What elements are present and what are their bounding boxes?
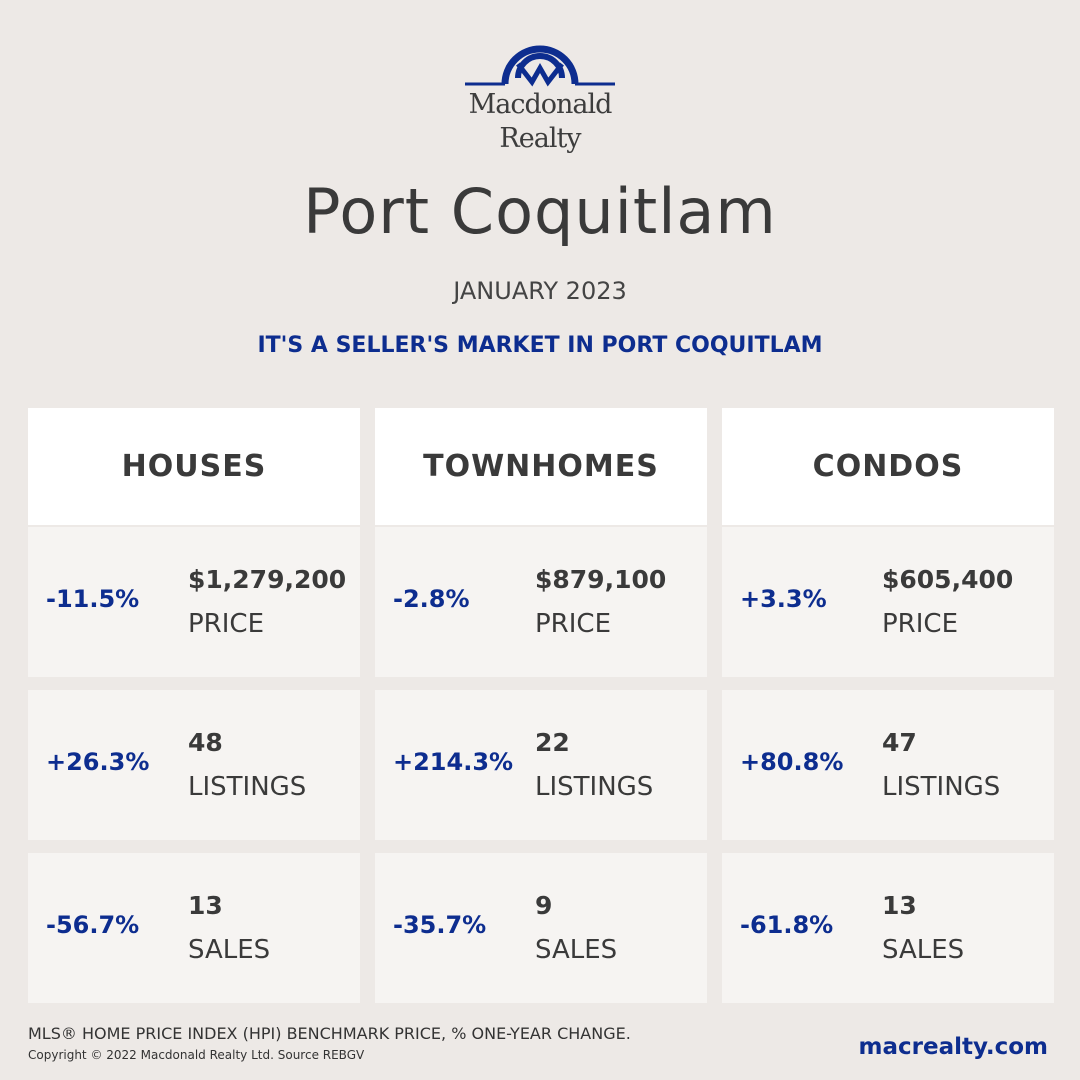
- stat-cell-price: -2.8% $879,100 PRICE: [375, 527, 707, 677]
- stat-value: 48: [188, 728, 223, 757]
- footer-copyright: Copyright © 2022 Macdonald Realty Ltd. S…: [28, 1048, 365, 1062]
- stat-cell-listings: +26.3% 48 LISTINGS: [28, 690, 360, 840]
- percent-change: -61.8%: [740, 911, 834, 939]
- stat-cell-sales: -56.7% 13 SALES: [28, 853, 360, 1003]
- stat-value: 13: [188, 891, 223, 920]
- report-month: JANUARY 2023: [453, 277, 627, 305]
- stat-label: SALES: [882, 935, 965, 965]
- macdonald-realty-logo: Macdonald Realty: [460, 38, 620, 156]
- stat-label: PRICE: [535, 609, 611, 639]
- stat-label: LISTINGS: [188, 772, 307, 802]
- stat-label: LISTINGS: [535, 772, 654, 802]
- percent-change: -11.5%: [46, 585, 140, 613]
- stat-cell-sales: -35.7% 9 SALES: [375, 853, 707, 1003]
- percent-change: +214.3%: [393, 748, 514, 776]
- stat-value: 9: [535, 891, 553, 920]
- category-header: TOWNHOMES: [375, 408, 707, 525]
- percent-change: +3.3%: [740, 585, 827, 613]
- category-column-houses: HOUSES -11.5% $1,279,200 PRICE +26.3% 48…: [28, 408, 360, 1003]
- market-tagline: IT'S A SELLER'S MARKET IN PORT COQUITLAM: [257, 333, 823, 358]
- stat-label: SALES: [188, 935, 271, 965]
- stat-value: $1,279,200: [188, 565, 347, 594]
- stat-cell-listings: +80.8% 47 LISTINGS: [722, 690, 1054, 840]
- stat-value: 13: [882, 891, 917, 920]
- stat-label: PRICE: [882, 609, 958, 639]
- stat-value: 47: [882, 728, 917, 757]
- percent-change: -35.7%: [393, 911, 487, 939]
- percent-change: -2.8%: [393, 585, 470, 613]
- logo-text-line1: Macdonald: [468, 89, 613, 120]
- category-header: CONDOS: [722, 408, 1054, 525]
- stat-cell-listings: +214.3% 22 LISTINGS: [375, 690, 707, 840]
- stat-label: LISTINGS: [882, 772, 1001, 802]
- footer-note: MLS® HOME PRICE INDEX (HPI) BENCHMARK PR…: [28, 1024, 631, 1043]
- stat-cell-price: +3.3% $605,400 PRICE: [722, 527, 1054, 677]
- category-header: HOUSES: [28, 408, 360, 525]
- category-column-townhomes: TOWNHOMES -2.8% $879,100 PRICE +214.3% 2…: [375, 408, 707, 1003]
- stat-cell-price: -11.5% $1,279,200 PRICE: [28, 527, 360, 677]
- page-title: Port Coquitlam: [303, 175, 777, 248]
- percent-change: +80.8%: [740, 748, 844, 776]
- category-column-condos: CONDOS +3.3% $605,400 PRICE +80.8% 47 LI…: [722, 408, 1054, 1003]
- stat-value: 22: [535, 728, 570, 757]
- stat-value: $879,100: [535, 565, 667, 594]
- stat-label: PRICE: [188, 609, 264, 639]
- percent-change: +26.3%: [46, 748, 150, 776]
- logo-arch-icon: [465, 45, 615, 87]
- stat-cell-sales: -61.8% 13 SALES: [722, 853, 1054, 1003]
- stat-label: SALES: [535, 935, 618, 965]
- logo-text-line2: Realty: [499, 123, 581, 154]
- stat-value: $605,400: [882, 565, 1014, 594]
- percent-change: -56.7%: [46, 911, 140, 939]
- website-link[interactable]: macrealty.com: [858, 1034, 1048, 1060]
